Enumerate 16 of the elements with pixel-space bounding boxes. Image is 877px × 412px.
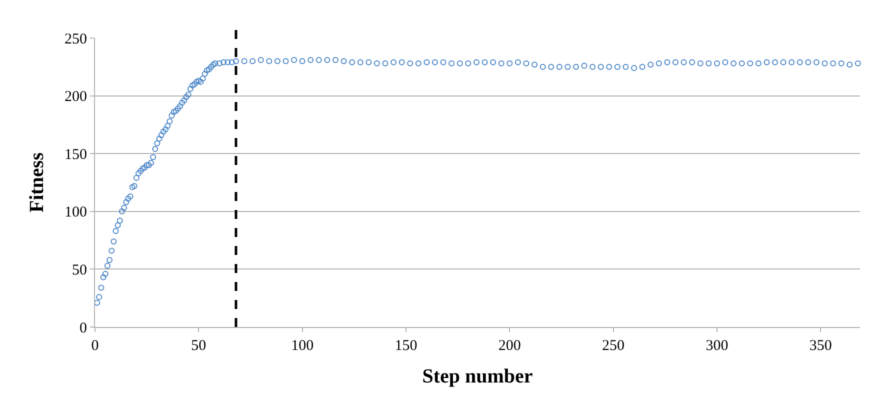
x-tick-label: 100 — [291, 338, 314, 354]
x-tick-label: 350 — [809, 338, 832, 354]
x-axis-title: Step number — [422, 366, 533, 388]
y-tick-label: 0 — [80, 320, 87, 336]
y-tick-label: 200 — [64, 89, 87, 106]
y-tick-label: 100 — [64, 204, 87, 221]
y-tick-label: 150 — [64, 146, 87, 163]
y-axis-title: Fitness — [26, 152, 48, 212]
x-tick-label: 150 — [394, 338, 418, 354]
x-tick-label: 300 — [706, 338, 728, 354]
x-tick-label: 200 — [498, 338, 521, 354]
x-tick-label: 250 — [602, 338, 625, 354]
y-tick-label: 50 — [72, 262, 87, 278]
x-tick-label: 50 — [191, 338, 206, 354]
y-tick-label: 250 — [64, 31, 87, 48]
x-tick-label: 0 — [91, 338, 99, 354]
